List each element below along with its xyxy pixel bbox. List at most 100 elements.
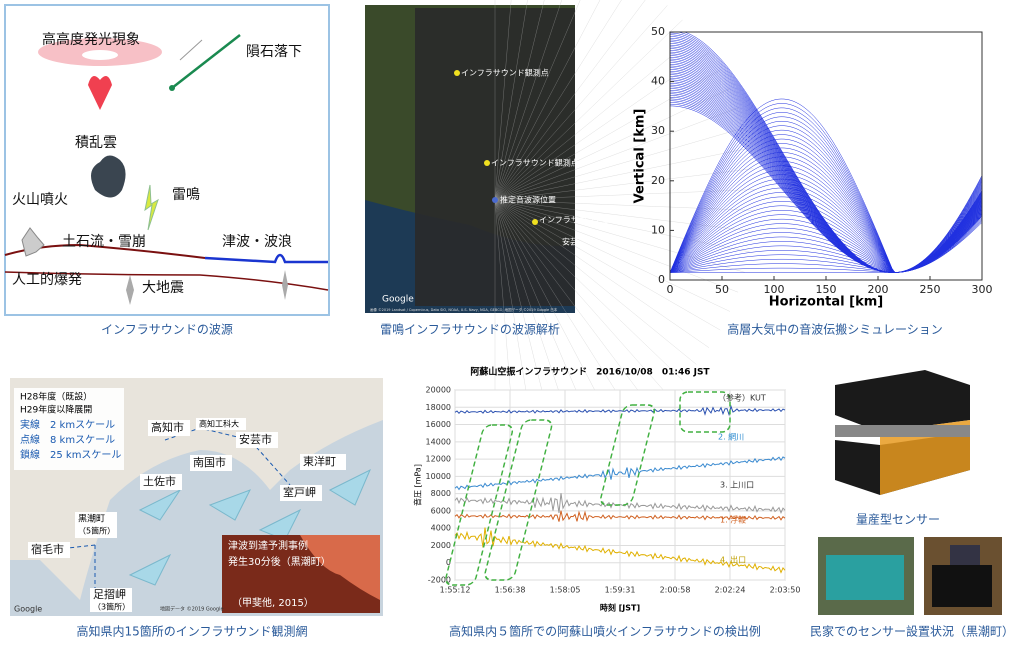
- meteor-trail: [179, 39, 203, 61]
- ray: [494, 35, 697, 201]
- ray: [670, 98, 982, 273]
- label: インフラサウンド観測点: [461, 68, 549, 78]
- legend-entry: H29年度以降展開: [20, 404, 92, 416]
- x-tick-label: 2:03:50: [770, 586, 801, 595]
- logo: Google: [14, 605, 42, 614]
- ray-fan: [670, 32, 982, 273]
- label: 津波・波浪: [222, 234, 292, 250]
- network-map: H28年度（既設） H29年度以降展開 実線 2 kmスケール 点線 8 kmス…: [10, 378, 383, 639]
- ray: [494, 199, 683, 381]
- y-tick-label: 16000: [426, 420, 451, 429]
- meteor: [171, 34, 241, 89]
- ray: [494, 199, 730, 312]
- place-labels: 高知市 高知工科大 安芸市 南国市 東洋町 土佐市 室戸岬 黒潮町 （5箇所） …: [28, 418, 346, 612]
- inset-wave: [300, 535, 380, 600]
- arrival-boxes: [445, 391, 731, 586]
- ray: [670, 84, 982, 273]
- ray: [670, 207, 982, 273]
- chart-title: 阿蘇山空振インフラサウンド 2016/10/08 01:46 JST: [470, 366, 710, 378]
- ray: [494, 0, 528, 201]
- ray: [670, 46, 982, 273]
- sea: [204, 253, 328, 264]
- caption: 雷鳴インフラサウンドの波源解析: [380, 323, 560, 337]
- ray: [494, 0, 601, 201]
- x-tick-label: 250: [920, 283, 941, 296]
- ray: [494, 168, 754, 201]
- x-axis-label: Horizontal [km]: [769, 295, 883, 310]
- sensor-pipe: [835, 425, 970, 437]
- station: [454, 70, 460, 76]
- ray: [494, 0, 512, 201]
- x-tick-label: 200: [868, 283, 889, 296]
- series-label: 4. 出口: [720, 555, 746, 565]
- ray: [670, 44, 982, 273]
- caption: 高知県内５箇所での阿蘇山噴火インフラサウンドの検出例: [449, 624, 761, 639]
- caption: インフラサウンドの波源: [101, 323, 233, 337]
- legend-box: [14, 388, 124, 470]
- y-tick-label: 10000: [426, 472, 451, 481]
- x-tick-label: 1:56:38: [495, 586, 526, 595]
- inset-label: （甲斐他, 2015）: [232, 596, 314, 609]
- label: 高知工科大: [199, 419, 239, 429]
- satellite-panel: インフラサウンド観測点 インフラサウンド観測点 推定音波源位置 インフラサウンド…: [365, 0, 755, 460]
- ray: [494, 199, 697, 365]
- series-label: 3. 上川口: [720, 481, 754, 490]
- photo-screen: [950, 545, 980, 565]
- legend-entry: H28年度（既設）: [20, 391, 92, 403]
- ray: [494, 0, 581, 201]
- photo-box: [932, 565, 992, 607]
- ray: [494, 127, 745, 201]
- ray: [494, 0, 562, 201]
- ray: [494, 199, 754, 232]
- ray: [670, 43, 982, 273]
- y-tick-label: 40: [651, 75, 665, 88]
- label: 火山噴火: [12, 192, 68, 208]
- label: 高高度発光現象: [42, 31, 140, 48]
- ray: [670, 57, 982, 273]
- caption: 高知県内15箇所のインフラサウンド観測網: [77, 624, 308, 639]
- aso-chart: 阿蘇山空振インフラサウンド 2016/10/08 01:46 JST -2000…: [413, 366, 801, 639]
- ray: [494, 147, 750, 201]
- ray: [494, 199, 745, 273]
- label: インフラサウンド観測点: [491, 158, 579, 168]
- meteor-head: [169, 85, 175, 91]
- series-label: 2. 網川: [718, 432, 744, 442]
- y-tick-label: 0: [446, 558, 451, 567]
- x-tick-label: 1:55:12: [440, 586, 471, 595]
- ray: [494, 0, 622, 201]
- label: 宿毛市: [31, 542, 64, 556]
- label: 土佐市: [143, 474, 176, 488]
- label: 室戸岬: [283, 485, 316, 499]
- y-tick-label: 8000: [431, 489, 451, 498]
- legend-entry: 鎖線 25 kmスケール: [20, 448, 121, 461]
- legend-entry: 点線 8 kmスケール: [20, 433, 115, 446]
- source: [492, 197, 498, 203]
- ground-lower: [4, 271, 329, 291]
- attribution: 画像 ©2019 Landsat / Copernicus, Data SIO,…: [370, 307, 558, 312]
- y-tick-label: 4000: [431, 524, 451, 533]
- series-label: （参考）KUT: [718, 393, 766, 403]
- photo-box: [826, 555, 904, 600]
- ray: [494, 5, 668, 201]
- ray: [670, 100, 982, 273]
- quake: [282, 270, 288, 300]
- cloud: [91, 155, 126, 198]
- tsunami-arrows: [128, 468, 371, 586]
- ray: [494, 199, 739, 293]
- burst: [21, 227, 45, 257]
- waveform: [454, 527, 786, 574]
- ray: [494, 52, 710, 201]
- label: 積乱雲: [75, 135, 117, 151]
- y-tick-label: -2000: [428, 576, 451, 585]
- label: 隕石落下: [246, 44, 302, 60]
- ticks: 0 50 100 150 200 250 300 0 10 20 30 40 50: [651, 25, 993, 296]
- label: 南国市: [193, 455, 226, 469]
- ray: [494, 199, 710, 348]
- x-tick-label: 1:58:05: [550, 586, 581, 595]
- label: 推定音波源位置: [500, 195, 556, 205]
- y-tick-label: 18000: [426, 403, 451, 412]
- label: 高知市: [151, 420, 184, 434]
- y-tick-label: 10: [651, 223, 665, 236]
- x-tick-label: 2:02:24: [715, 586, 746, 595]
